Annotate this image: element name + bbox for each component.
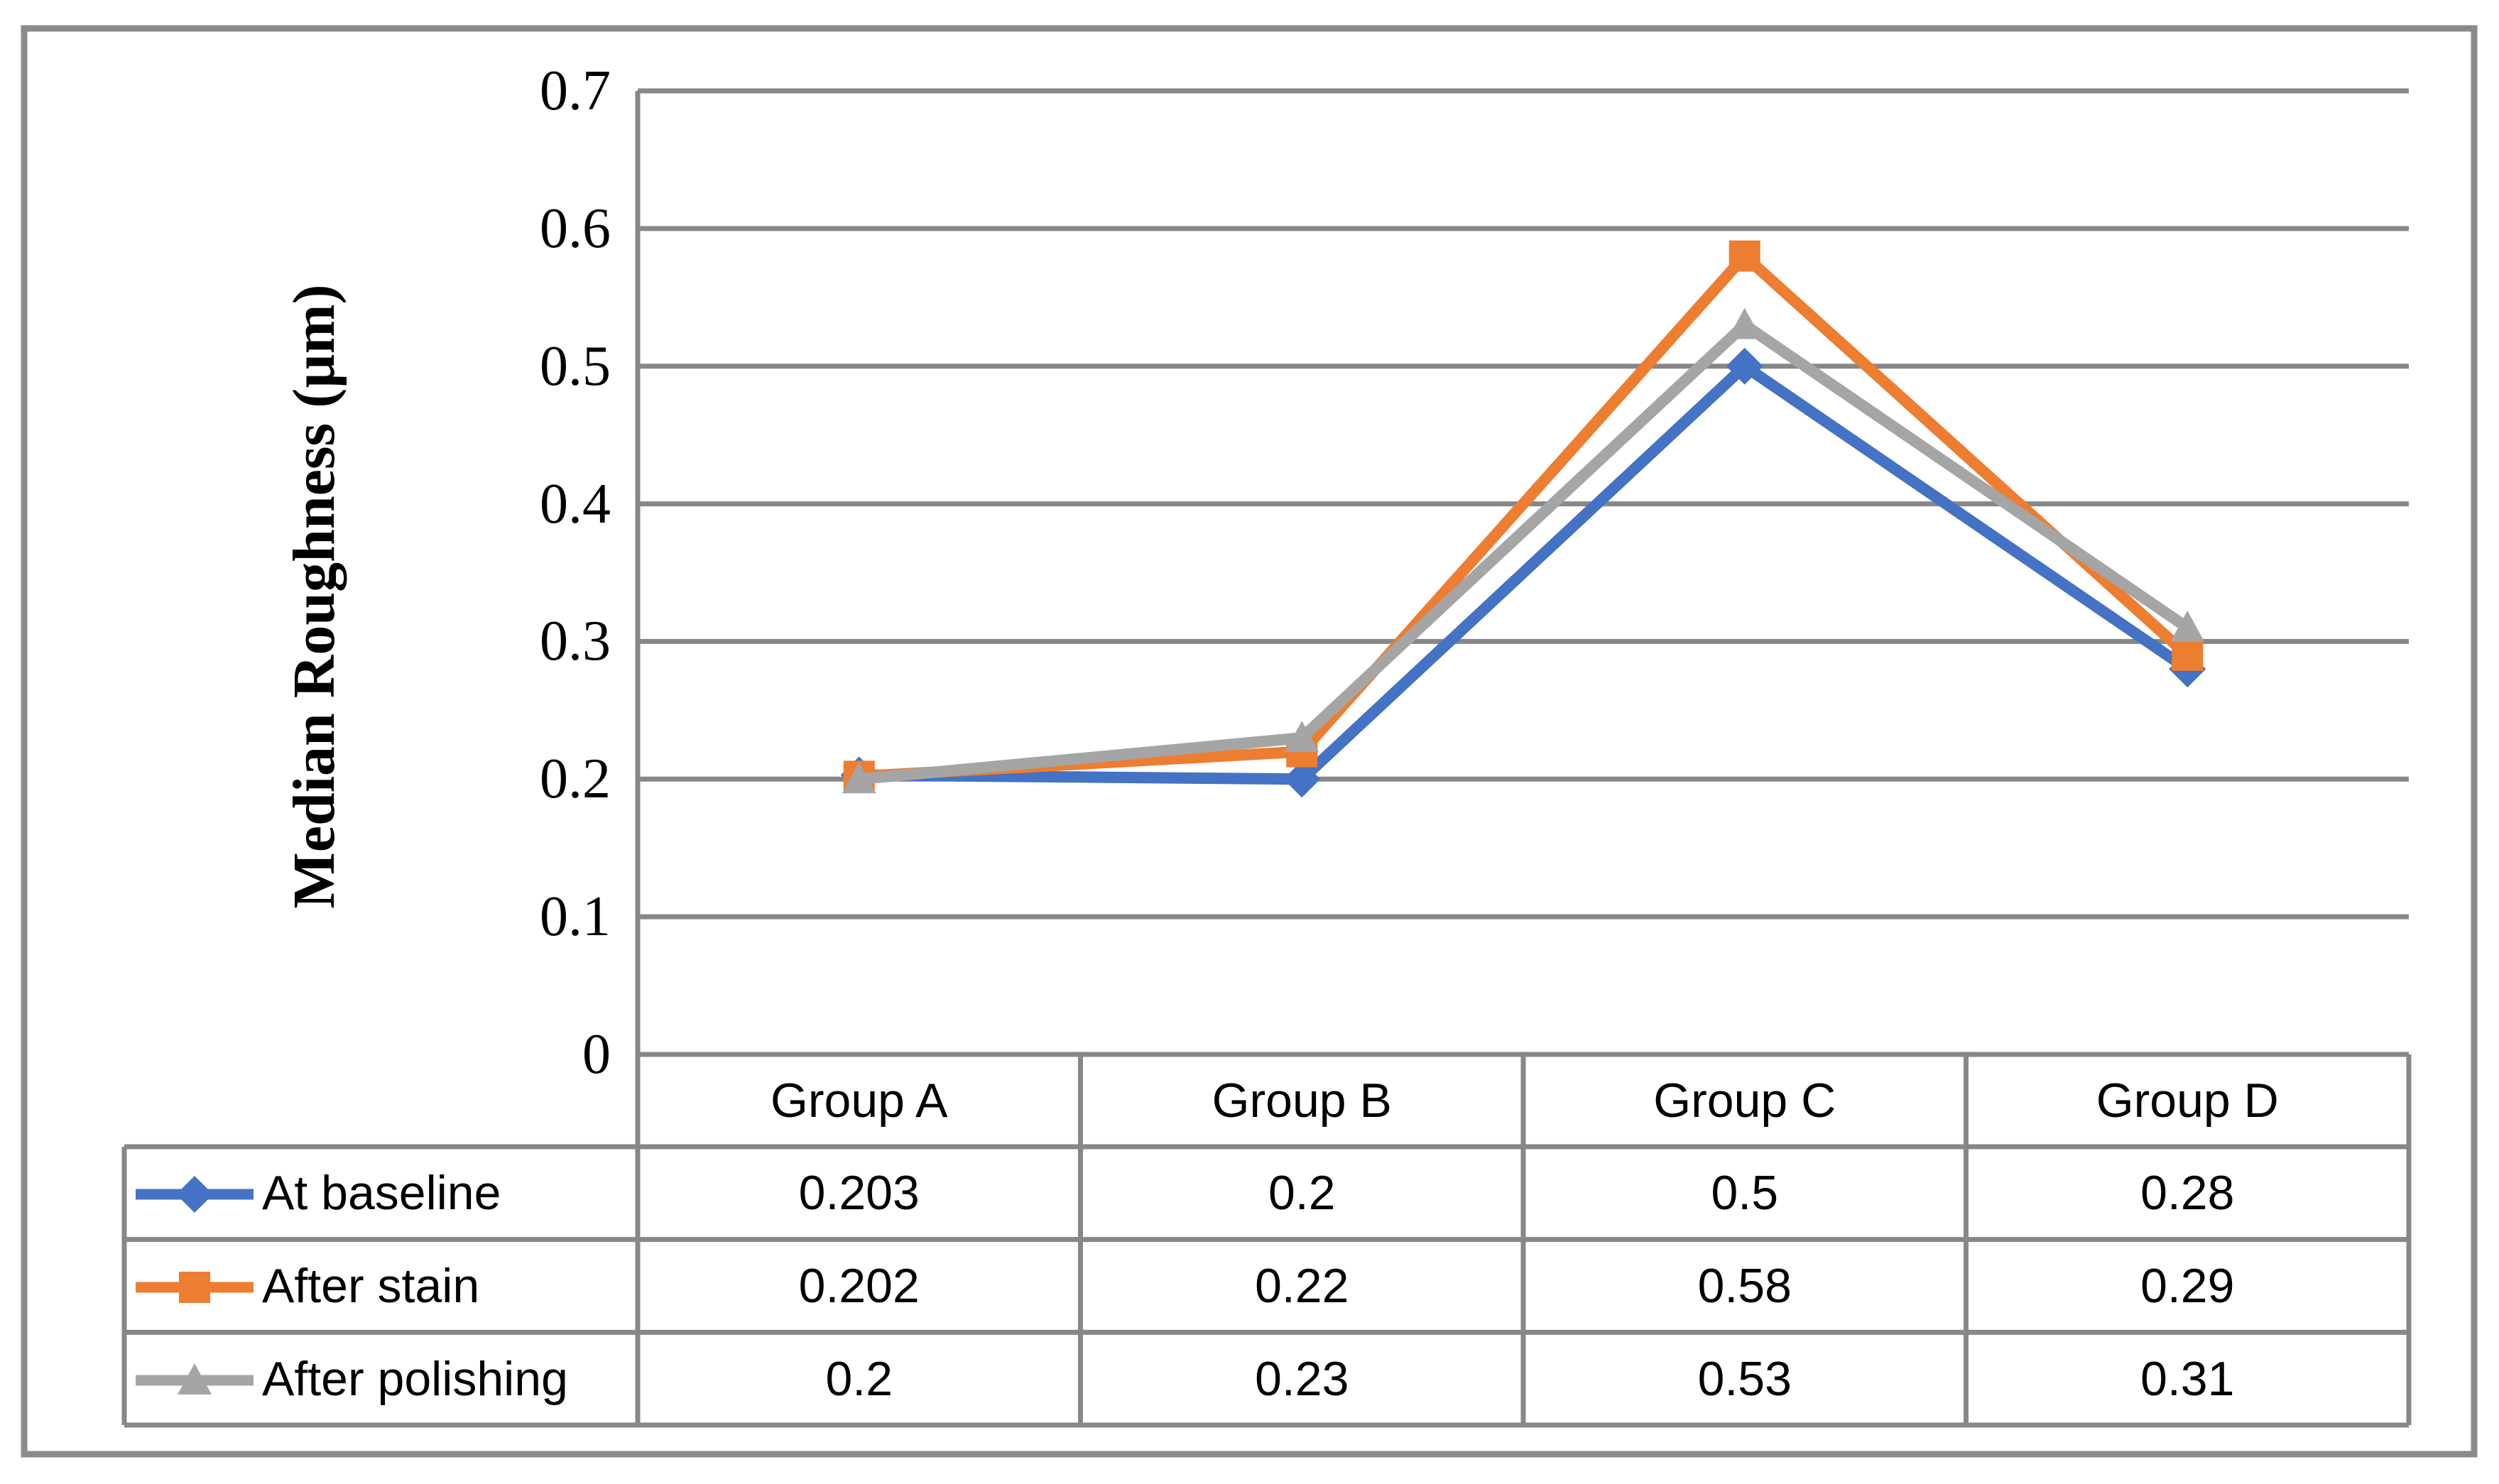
legend-glyph: [136, 1176, 254, 1213]
legend-line-triangle-icon: [134, 1358, 255, 1400]
table-header-row: Group A Group B Group C Group D: [638, 1054, 2409, 1147]
legend-item: After polishing: [124, 1332, 638, 1425]
data-point-diamond: [1726, 347, 1763, 385]
table-value-cell: 0.22: [1255, 1258, 1349, 1313]
series-line-1: [859, 248, 2192, 782]
legend-glyph: [136, 1363, 254, 1395]
y-tick-label: 0: [582, 1023, 611, 1086]
series-line-0: [859, 359, 2191, 785]
table-value-cell: 0.5: [1711, 1166, 1779, 1221]
legend-label: After stain: [262, 1258, 480, 1313]
table-value-cell: 0.23: [1255, 1351, 1349, 1406]
table-value-cell: 0.2: [1268, 1166, 1336, 1221]
legend-line-square-icon: [134, 1265, 255, 1307]
data-point-square: [1728, 240, 1760, 272]
series-line-2: [859, 317, 2191, 785]
data-point-square: [179, 1271, 210, 1303]
y-tick-label: 0.2: [540, 748, 611, 810]
table-value-cell: 0.29: [2140, 1258, 2235, 1313]
figure-border: [21, 25, 2478, 1458]
table-value-cell: 0.2: [825, 1351, 893, 1406]
y-tick-label: 0.4: [540, 473, 611, 535]
table-value-cell: 0.58: [1697, 1258, 1792, 1313]
table-header-cell: Group D: [2096, 1074, 2279, 1128]
table-header-cell: Group C: [1653, 1074, 1836, 1128]
y-tick-label: 0.1: [540, 885, 611, 948]
table-value-cell: 0.31: [2140, 1351, 2235, 1406]
data-point-triangle: [178, 1363, 212, 1395]
legend: At baseline After stain After polishing: [124, 1147, 638, 1425]
table-header-cell: Group B: [1212, 1074, 1392, 1128]
legend-item: After stain: [124, 1240, 638, 1333]
data-point-triangle: [842, 762, 876, 794]
y-tick-label: 0.6: [540, 197, 611, 260]
y-tick-label: 0.3: [540, 610, 611, 672]
legend-item: At baseline: [124, 1147, 638, 1240]
legend-label: After polishing: [262, 1351, 568, 1406]
table-value-cell: 0.202: [798, 1258, 920, 1313]
data-point-square: [2172, 639, 2204, 671]
data-point-triangle: [2170, 611, 2205, 643]
table-header-cell: Group A: [771, 1074, 948, 1128]
legend-glyph: [136, 1271, 254, 1303]
y-tick-label: 0.5: [540, 335, 611, 398]
table-value-cell: 0.53: [1697, 1351, 1792, 1406]
table-value-cell: 0.203: [798, 1166, 920, 1221]
table-values: 0.203 0.2 0.5 0.28 0.202 0.22 0.58 0.29 …: [638, 1147, 2409, 1425]
legend-line-diamond-icon: [134, 1172, 255, 1214]
data-point-diamond: [176, 1176, 213, 1213]
data-point-diamond: [1283, 760, 1321, 798]
y-axis-title: Median Roughness (µm): [281, 284, 347, 909]
y-tick-label: 0.7: [540, 60, 611, 122]
data-point-triangle: [1285, 721, 1319, 753]
table-value-cell: 0.28: [2140, 1166, 2235, 1221]
data-point-triangle: [1727, 307, 1762, 339]
legend-label: At baseline: [262, 1166, 501, 1221]
